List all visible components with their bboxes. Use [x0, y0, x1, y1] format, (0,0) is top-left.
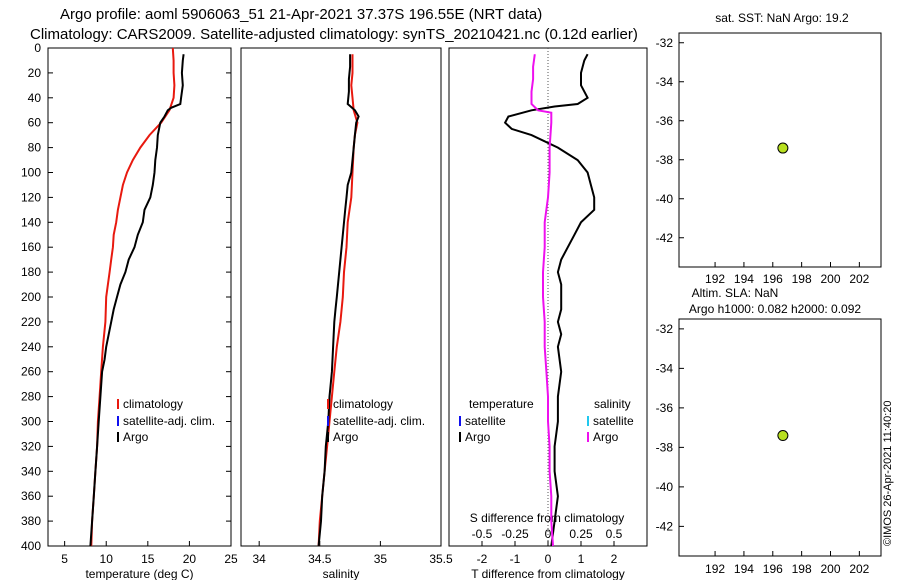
salinity-legend-satellite-label: satellite-adj. clim. — [333, 414, 425, 428]
differences-xtick-label: 0 — [545, 552, 552, 566]
salinity-xtick-label: 35.5 — [429, 552, 453, 566]
differences-top-xtick-label: 0.5 — [606, 527, 623, 541]
depth-tick-label: 20 — [28, 66, 42, 80]
sla_map-ytick-label: -32 — [656, 322, 674, 336]
depth-tick-label: 120 — [21, 190, 41, 204]
differences-top-xtick-label: -0.5 — [472, 527, 493, 541]
temperature-xtick-label: 5 — [61, 552, 68, 566]
differences-legend-temperature-title: temperature — [469, 397, 534, 411]
salinity-xtick-label: 34.5 — [308, 552, 332, 566]
depth-tick-label: 300 — [21, 415, 41, 429]
differences-legend-temperature-argo-label: Argo — [465, 430, 491, 444]
differences-xtick-label: -2 — [477, 552, 488, 566]
depth-tick-label: 280 — [21, 390, 41, 404]
differences-legend-salinity-title: salinity — [594, 397, 631, 411]
sst_map-xtick-label: 200 — [820, 272, 840, 286]
sla_map-xtick-label: 192 — [705, 562, 725, 576]
differences-legend-salinity-argo-label: Argo — [593, 430, 619, 444]
depth-tick-label: 260 — [21, 365, 41, 379]
depth-tick-label: 220 — [21, 315, 41, 329]
sla_map-ytick-label: -36 — [656, 401, 674, 415]
sla_map-xtick-label: 202 — [849, 562, 869, 576]
depth-tick-label: 0 — [34, 41, 41, 55]
depth-tick-label: 400 — [21, 539, 41, 553]
sst_map-ytick-label: -36 — [656, 114, 674, 128]
differences-xtick-label: -1 — [510, 552, 521, 566]
salinity-legend-argo-label: Argo — [333, 430, 359, 444]
differences-xtick-label: 2 — [611, 552, 618, 566]
title-line-1: Argo profile: aoml 5906063_51 21-Apr-202… — [60, 6, 542, 23]
sst_map-title: sat. SST: NaN Argo: 19.2 — [715, 11, 849, 25]
sla_map-ytick-label: -42 — [656, 519, 674, 533]
sla_map-ytick-label: -38 — [656, 440, 674, 454]
sst_map-xtick-label: 192 — [705, 272, 725, 286]
depth-tick-label: 240 — [21, 340, 41, 354]
sla_map-ytick-label: -40 — [656, 480, 674, 494]
sst_map-plot-frame — [678, 32, 882, 268]
sla_map-xtick-label: 200 — [820, 562, 840, 576]
differences-temperature-line — [503, 53, 596, 547]
differences-xtick-label: 1 — [578, 552, 585, 566]
temperature-xtick-label: 20 — [183, 552, 197, 566]
title-line-2: Climatology: CARS2009. Satellite-adjuste… — [30, 26, 638, 43]
temperature-legend-satellite-label: satellite-adj. clim. — [123, 414, 215, 428]
depth-tick-label: 40 — [28, 91, 42, 105]
temperature-xtick-label: 25 — [224, 552, 238, 566]
differences-top-xtick-label: -0.25 — [501, 527, 529, 541]
salinity-argo-line — [317, 54, 360, 547]
sla_map-subtitle: Argo h1000: 0.082 h2000: 0.092 — [689, 302, 861, 316]
depth-tick-label: 140 — [21, 215, 41, 229]
sst_map-xtick-label: 198 — [792, 272, 812, 286]
imos-timestamp: ©IMOS 26-Apr-2021 11:40:20 — [882, 401, 894, 546]
salinity-legend-climatology-label: climatology — [333, 397, 393, 411]
temperature-plot-frame — [47, 47, 232, 547]
salinity-plot-frame — [240, 47, 442, 547]
sla_map-plot-frame — [678, 318, 882, 557]
sla_map-xtick-label: 198 — [792, 562, 812, 576]
depth-tick-label: 80 — [28, 141, 42, 155]
temperature-xtick-label: 10 — [100, 552, 114, 566]
temperature-legend-argo-label: Argo — [123, 430, 149, 444]
sla_map-xtick-label: 196 — [763, 562, 783, 576]
depth-tick-label: 100 — [21, 166, 41, 180]
sst_map-ytick-label: -40 — [656, 192, 674, 206]
sst_map-argo-position-marker — [777, 142, 789, 154]
sla_map-xtick-label: 194 — [734, 562, 754, 576]
sst_map-xtick-label: 202 — [849, 272, 869, 286]
differences-legend-temperature-satellite-label: satellite — [465, 414, 506, 428]
salinity-xtick-label: 35 — [374, 552, 388, 566]
depth-tick-label: 360 — [21, 489, 41, 503]
depth-tick-label: 180 — [21, 265, 41, 279]
sst_map-ytick-label: -38 — [656, 153, 674, 167]
differences-legend-salinity-satellite-label: satellite — [593, 414, 634, 428]
depth-tick-label: 160 — [21, 240, 41, 254]
depth-tick-label: 340 — [21, 464, 41, 478]
differences-top-xtick-label: 0.25 — [569, 527, 593, 541]
differences-salinity-line — [530, 54, 554, 547]
differences-top-xtick-label: 0 — [545, 527, 552, 541]
salinity-xtick-label: 34 — [253, 552, 267, 566]
sst_map-xtick-label: 194 — [734, 272, 754, 286]
sst_map-ytick-label: -34 — [656, 75, 674, 89]
sla_map-title: Altim. SLA: NaN — [692, 286, 779, 300]
differences-top-xlabel: S difference from climatology — [470, 511, 625, 525]
temperature-legend-climatology-label: climatology — [123, 397, 183, 411]
sla_map-ytick-label: -34 — [656, 361, 674, 375]
sst_map-ytick-label: -32 — [656, 36, 674, 50]
sst_map-ytick-label: -42 — [656, 231, 674, 245]
temperature-climatology-line — [90, 47, 176, 547]
temperature-xlabel: temperature (deg C) — [85, 567, 193, 580]
sst_map-xtick-label: 196 — [763, 272, 783, 286]
sla_map-argo-position-marker — [777, 430, 789, 442]
depth-tick-label: 380 — [21, 514, 41, 528]
depth-tick-label: 320 — [21, 439, 41, 453]
depth-tick-label: 60 — [28, 116, 42, 130]
temperature-xtick-label: 15 — [141, 552, 155, 566]
temperature-argo-line — [89, 54, 185, 547]
salinity-xlabel: salinity — [323, 567, 360, 580]
depth-tick-label: 200 — [21, 290, 41, 304]
differences-xlabel: T difference from climatology — [471, 567, 625, 580]
